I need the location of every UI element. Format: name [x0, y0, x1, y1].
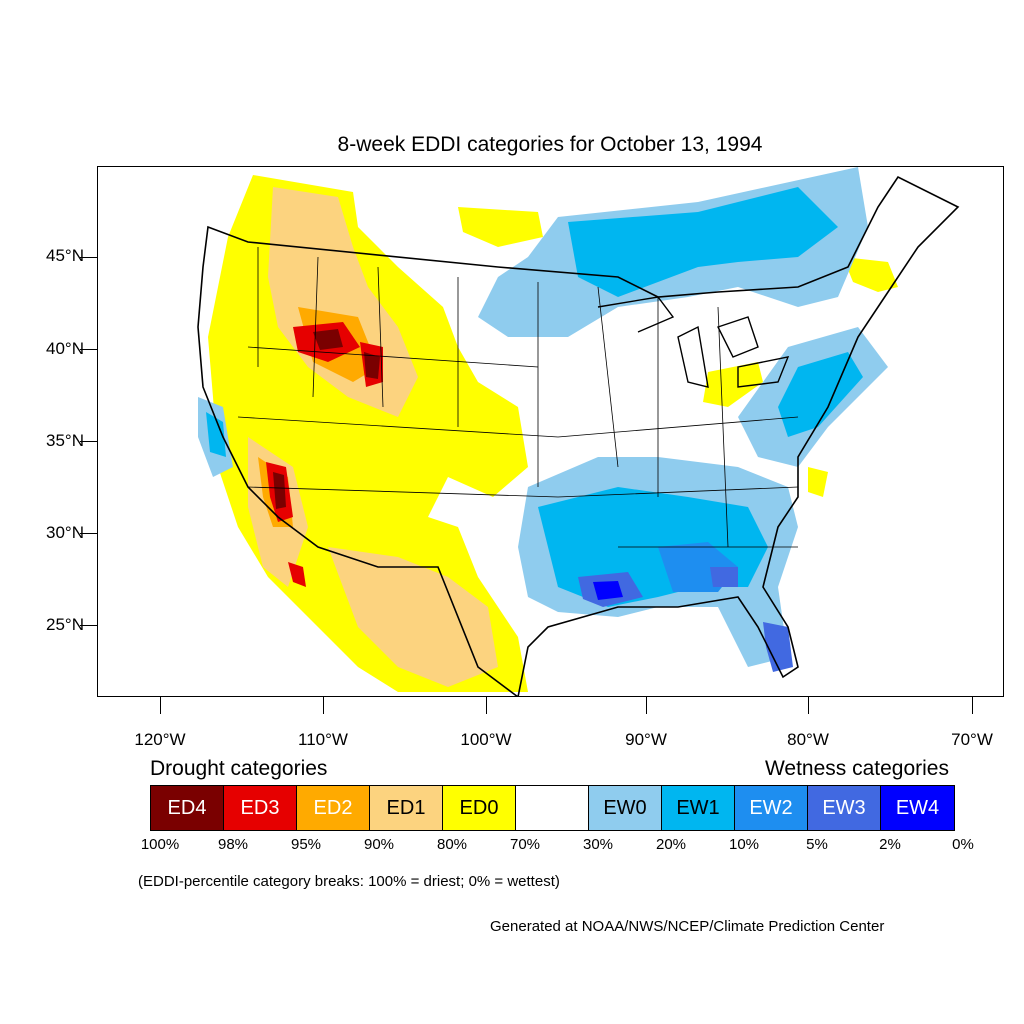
lon-tick — [972, 697, 973, 714]
region-ed3-baja — [288, 562, 306, 587]
lon-tick — [160, 697, 161, 714]
lon-label-70: 70°W — [951, 730, 993, 749]
eddi-map — [197, 167, 960, 696]
lat-tick — [80, 257, 97, 258]
percentile-label: 98% — [217, 836, 249, 853]
region-ed4-california — [273, 472, 286, 509]
lon-tick — [486, 697, 487, 714]
percentile-label: 5% — [806, 836, 828, 853]
lon-label-100: 100°W — [460, 730, 512, 749]
legend-swatch-ew3: EW3 — [808, 786, 881, 830]
legend-swatch-ed2: ED2 — [297, 786, 370, 830]
region-ed0-carolina — [808, 467, 828, 497]
map-panel — [97, 166, 1004, 697]
legend-swatch-ew4: EW4 — [881, 786, 954, 830]
lon-tick — [808, 697, 809, 714]
great-lakes — [597, 296, 790, 388]
lon-label-110: 110°W — [298, 730, 348, 749]
percentile-label: 10% — [728, 836, 760, 853]
region-ed4-idaho — [313, 329, 343, 350]
percentile-label: 30% — [582, 836, 614, 853]
map-title: 8-week EDDI categories for October 13, 1… — [337, 133, 763, 156]
lat-tick — [80, 441, 97, 442]
percentile-label: 80% — [436, 836, 468, 853]
region-ew3-florida — [763, 622, 793, 672]
lat-label-35: 35°N — [46, 431, 84, 450]
region-ed4-wyoming — [364, 352, 380, 379]
percentile-label: 20% — [655, 836, 687, 853]
legend-swatch-normal — [516, 786, 589, 830]
legend-swatch-ed4: ED4 — [151, 786, 224, 830]
percentile-label: 70% — [509, 836, 541, 853]
region-ed0-ohio — [703, 362, 763, 407]
lat-tick — [80, 625, 97, 626]
credit-line: Generated at NOAA/NWS/NCEP/Climate Predi… — [490, 918, 885, 935]
legend-swatch-ew0: EW0 — [589, 786, 662, 830]
legend-swatch-ed0: ED0 — [443, 786, 516, 830]
us-outline — [197, 175, 960, 696]
region-ew4-louisiana — [593, 581, 623, 600]
region-ed0-northeast — [843, 257, 898, 292]
percentile-label: 95% — [290, 836, 322, 853]
lat-label-45: 45°N — [46, 246, 84, 265]
region-ew1-north — [568, 187, 838, 297]
lat-label-40: 40°N — [46, 339, 84, 358]
drought-heading: Drought categories — [150, 757, 328, 780]
lat-tick — [80, 533, 97, 534]
region-ed1-southwest — [328, 547, 498, 687]
legend-swatch-ed3: ED3 — [224, 786, 297, 830]
legend-swatch-ew1: EW1 — [662, 786, 735, 830]
region-ew1-westcoast — [206, 412, 226, 457]
lon-label-90: 90°W — [625, 730, 667, 749]
legend-swatch-ew2: EW2 — [735, 786, 808, 830]
lat-label-30: 30°N — [46, 523, 84, 542]
lon-label-80: 80°W — [787, 730, 829, 749]
legend-colorbar: ED4 ED3 ED2 ED1 ED0 EW0 EW1 EW2 EW3 EW4 — [150, 785, 955, 831]
percentile-label: 2% — [879, 836, 901, 853]
percentile-label: 90% — [363, 836, 395, 853]
category-note: (EDDI-percentile category breaks: 100% =… — [138, 873, 560, 890]
region-ed0-minnesota — [458, 207, 543, 247]
state-borders — [237, 247, 799, 548]
lat-label-25: 25°N — [46, 615, 84, 634]
lat-tick — [80, 349, 97, 350]
percentile-label: 0% — [952, 836, 974, 853]
wetness-heading: Wetness categories — [764, 757, 949, 780]
lon-tick — [646, 697, 647, 714]
legend-swatch-ed1: ED1 — [370, 786, 443, 830]
region-ew3-alabama — [710, 567, 738, 587]
lon-label-120: 120°W — [134, 730, 186, 749]
percentile-label: 100% — [140, 836, 180, 853]
lon-tick — [323, 697, 324, 714]
